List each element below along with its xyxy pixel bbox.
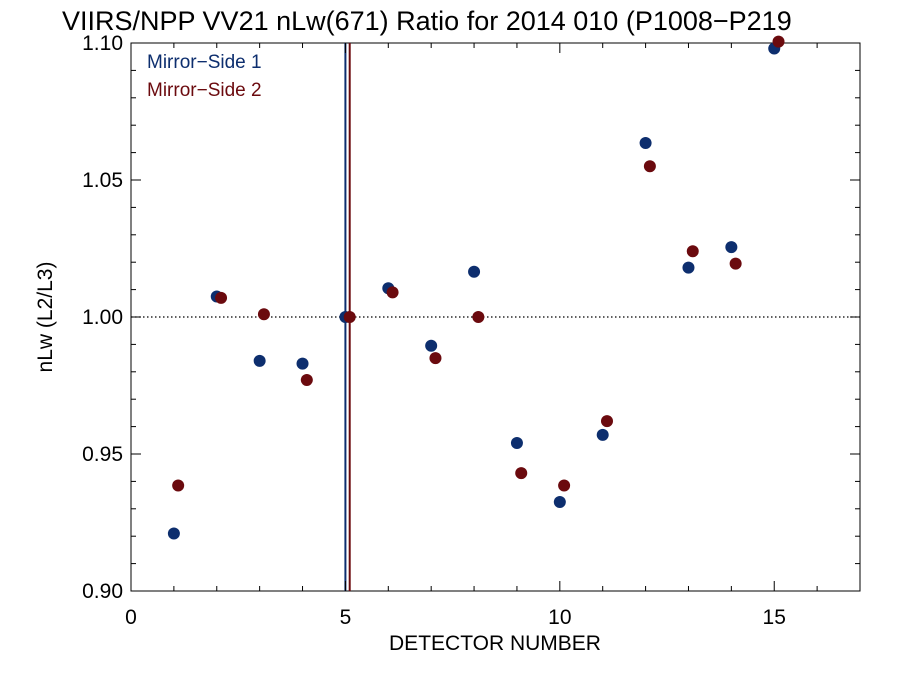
y-tick-label: 1.00 <box>82 306 123 329</box>
legend-entry-mirror-side-1: Mirror−Side 1 <box>147 52 262 73</box>
data-point-series-1 <box>596 428 609 441</box>
data-point-series-1 <box>553 495 566 508</box>
data-point-series-1 <box>639 137 652 150</box>
data-point-series-2 <box>558 479 571 492</box>
x-tick-label: 5 <box>340 606 352 629</box>
x-axis-label: DETECTOR NUMBER <box>389 632 601 655</box>
data-point-series-2 <box>343 311 356 323</box>
data-point-series-2 <box>215 291 228 304</box>
data-point-series-2 <box>386 286 399 299</box>
data-point-series-2 <box>772 35 785 48</box>
x-tick-label: 15 <box>763 606 786 629</box>
y-tick-label: 1.05 <box>82 169 123 192</box>
data-point-series-1 <box>425 339 438 352</box>
data-point-series-2 <box>172 479 185 492</box>
data-point-series-1 <box>468 265 481 278</box>
data-point-series-2 <box>300 374 313 387</box>
x-tick-label: 0 <box>125 606 137 629</box>
data-point-series-2 <box>600 415 613 428</box>
data-point-series-1 <box>167 527 180 540</box>
data-point-series-2 <box>686 245 699 258</box>
data-point-series-2 <box>429 352 442 365</box>
data-point-series-2 <box>472 311 485 323</box>
y-axis-label: nLw (L2/L3) <box>34 262 57 373</box>
data-point-series-2 <box>729 257 742 270</box>
y-tick-label: 0.95 <box>82 443 123 466</box>
data-point-series-2 <box>643 160 656 173</box>
data-point-series-2 <box>515 467 528 480</box>
data-point-series-2 <box>257 308 270 321</box>
y-tick-label: 0.90 <box>82 580 123 603</box>
data-point-series-1 <box>725 241 738 254</box>
data-point-series-1 <box>253 354 266 367</box>
x-tick-label: 10 <box>548 606 571 629</box>
y-tick-label: 1.10 <box>82 32 123 55</box>
data-point-series-1 <box>510 437 523 450</box>
data-point-series-1 <box>296 357 309 370</box>
data-point-series-1 <box>682 261 695 274</box>
chart-title: VIIRS/NPP VV21 nLw(671) Ratio for 2014 0… <box>62 6 792 36</box>
legend-entry-mirror-side-2: Mirror−Side 2 <box>147 80 262 101</box>
